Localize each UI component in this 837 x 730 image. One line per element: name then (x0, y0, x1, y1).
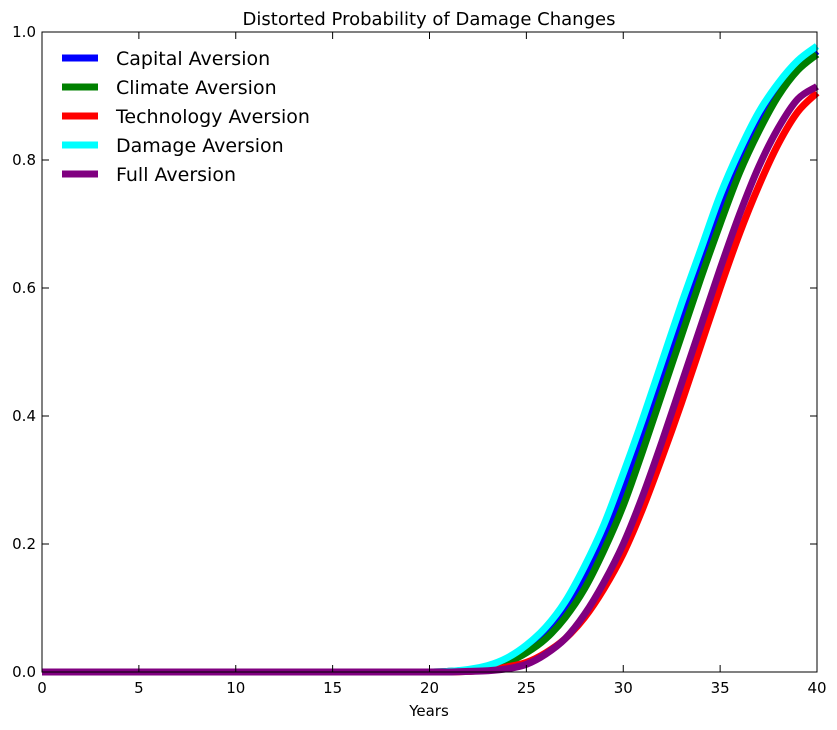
x-tick-label: 0 (37, 679, 47, 697)
x-axis-label: Years (408, 702, 449, 720)
y-tick-label: 0.0 (12, 663, 36, 681)
legend-label-4: Full Aversion (116, 164, 236, 186)
x-tick-label: 10 (226, 679, 245, 697)
y-tick-label: 0.2 (12, 535, 36, 553)
chart-title: Distorted Probability of Damage Changes (243, 9, 616, 30)
legend: Capital Aversion Climate Aversion Technolo… (62, 48, 310, 186)
y-tick-label: 0.6 (12, 279, 36, 297)
y-tick-label: 0.8 (12, 151, 36, 169)
x-tick-label: 15 (323, 679, 342, 697)
legend-label-3: Damage Aversion (116, 135, 284, 157)
axes-layer: 0 5 10 15 20 25 30 35 40 0.0 0.2 0.4 0.6 0.8 1.0 (12, 23, 826, 697)
legend-label-0: Capital Aversion (116, 48, 270, 70)
legend-label-2: Technology Aversion (115, 106, 310, 128)
x-tick-label: 35 (711, 679, 730, 697)
x-tick-label: 5 (134, 679, 144, 697)
x-tick-label: 25 (517, 679, 536, 697)
x-tick-label: 20 (420, 679, 439, 697)
legend-label-1: Climate Aversion (116, 77, 277, 99)
x-tick-label: 30 (614, 679, 633, 697)
y-tick-label: 0.4 (12, 407, 36, 425)
y-tick-label: 1.0 (12, 23, 36, 41)
x-tick-label: 40 (807, 679, 826, 697)
